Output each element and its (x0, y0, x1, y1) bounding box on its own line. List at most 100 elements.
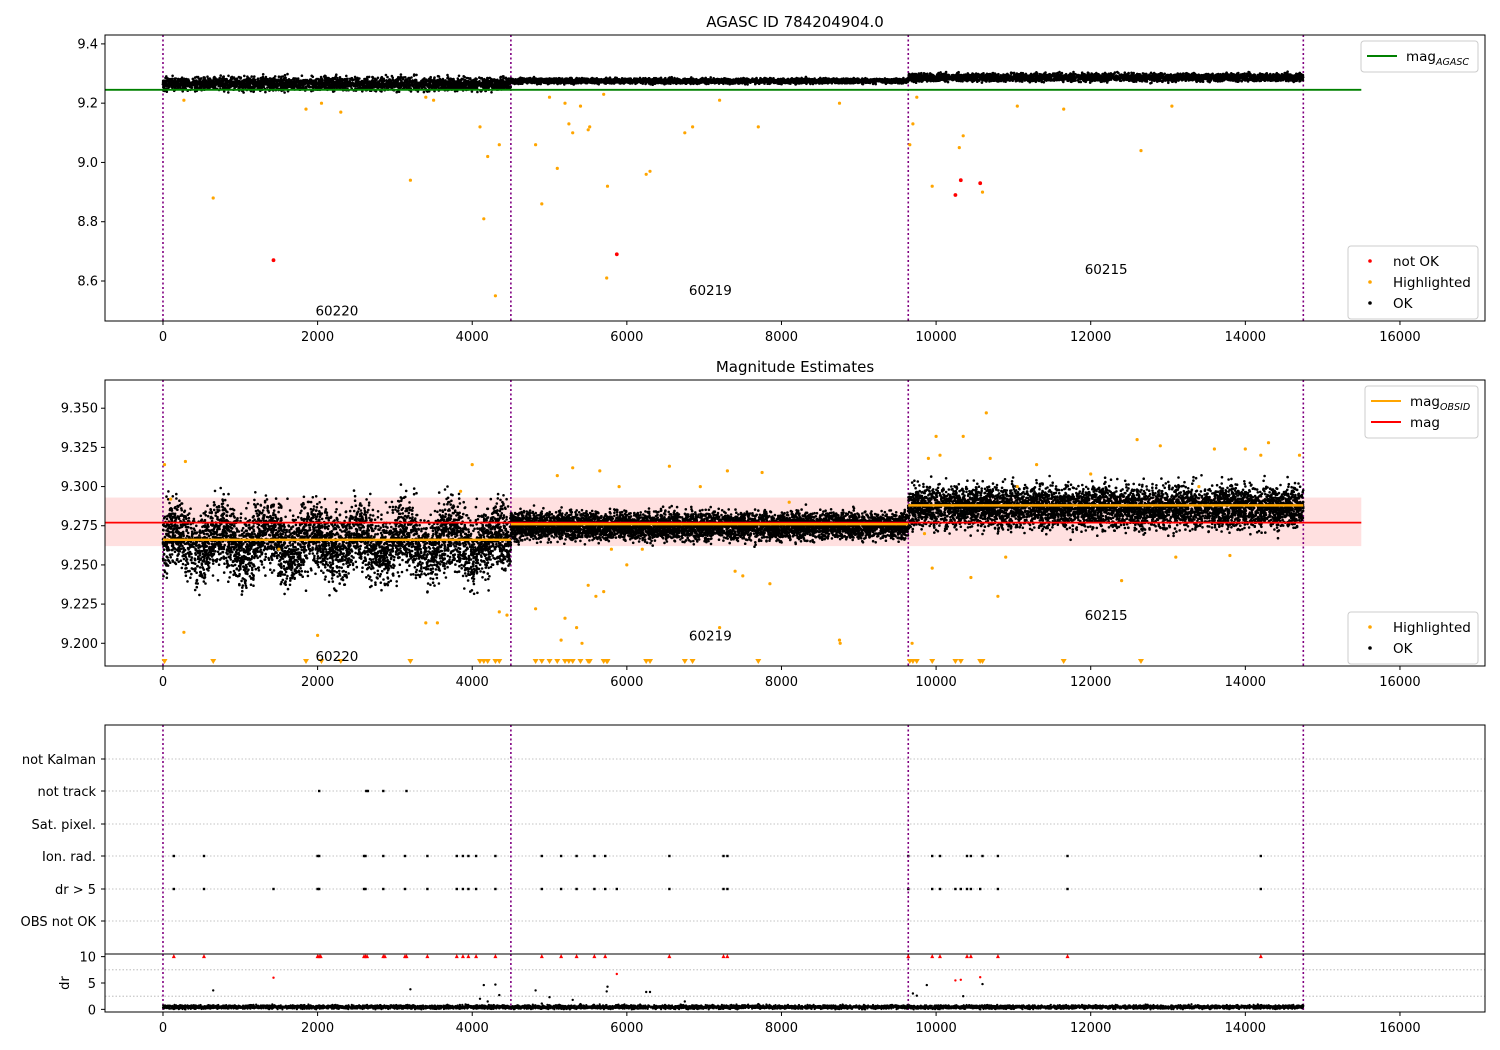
ok-point (243, 82, 246, 86)
ok-point (317, 82, 320, 85)
ok-point (339, 80, 342, 83)
ok-point (227, 74, 230, 78)
ok-point (253, 75, 256, 78)
ok-point (709, 76, 712, 79)
ok-point (488, 80, 491, 83)
ok-point (161, 82, 165, 86)
ok-point (366, 77, 369, 81)
ok-point (366, 75, 369, 79)
ok-point (482, 82, 486, 86)
ok-point (197, 77, 200, 80)
ok-point (400, 84, 403, 88)
ok-point (819, 76, 822, 80)
ok-point (295, 79, 299, 82)
ok-point (430, 80, 434, 83)
ok-point (493, 81, 497, 85)
ok-point (250, 75, 253, 78)
ok-point (251, 82, 255, 86)
ok-point (443, 84, 446, 87)
ok-point (259, 76, 263, 80)
ok-point (381, 83, 385, 87)
ok-point (497, 81, 500, 84)
ok-point (424, 78, 428, 82)
ok-point (231, 82, 234, 86)
ok-point (280, 82, 284, 86)
ok-point (205, 79, 208, 83)
ok-point (414, 82, 418, 86)
ok-point (353, 75, 357, 79)
ok-point (444, 82, 448, 85)
ok-point (345, 77, 348, 81)
ok-point (255, 84, 259, 88)
ok-point (388, 78, 392, 81)
ok-point (182, 84, 185, 88)
ok-point (166, 78, 169, 82)
ok-point (446, 73, 449, 77)
ok-point (408, 76, 411, 80)
ok-point (272, 78, 275, 82)
ok-point (180, 76, 184, 79)
ok-point (341, 84, 344, 88)
ok-point (411, 84, 415, 87)
ok-point (257, 79, 261, 82)
ok-point (407, 83, 411, 86)
ok-point (323, 79, 327, 82)
ok-point (430, 84, 434, 87)
ok-point (422, 86, 426, 89)
ok-point (457, 79, 461, 82)
ok-point (396, 79, 400, 82)
ok-point (304, 85, 308, 88)
ok-point (286, 72, 289, 76)
ok-point (213, 82, 216, 85)
ok-point (363, 80, 367, 83)
ok-point (338, 77, 342, 81)
ok-point (193, 76, 197, 79)
ok-point (347, 82, 351, 85)
ok-point (300, 74, 304, 77)
ok-point (179, 83, 182, 87)
ok-point (273, 85, 276, 89)
ok-point (463, 75, 467, 79)
ok-point (210, 79, 214, 83)
ok-point (243, 74, 246, 78)
ok-point (419, 81, 423, 85)
ok-point (372, 85, 376, 89)
ok-point (397, 90, 401, 93)
ok-point (300, 86, 303, 90)
ok-point (299, 80, 303, 83)
ok-point (288, 79, 291, 82)
ok-point (222, 75, 225, 78)
ok-point (465, 76, 469, 80)
ok-point (434, 84, 438, 88)
ok-point (490, 91, 493, 94)
ok-point (170, 82, 174, 86)
ok-point (457, 74, 461, 78)
ok-point (401, 82, 404, 85)
ok-point (357, 80, 360, 83)
ok-point (196, 86, 199, 90)
ok-point (505, 79, 509, 83)
ok-point (474, 77, 478, 80)
ok-point (196, 84, 199, 88)
ok-point (399, 73, 403, 76)
ok-point (199, 77, 203, 80)
ok-point (215, 81, 218, 84)
ok-point (191, 77, 195, 81)
ok-point (400, 76, 404, 79)
ok-point (268, 80, 271, 83)
ok-point (330, 77, 333, 81)
ok-point (428, 81, 432, 84)
ok-point (404, 76, 407, 79)
ok-point (380, 90, 383, 93)
ok-point (496, 78, 499, 82)
ok-point (410, 76, 413, 79)
ok-point (336, 83, 339, 86)
ok-point (385, 82, 389, 85)
ok-point (202, 76, 205, 79)
ok-point (384, 73, 388, 77)
ok-point (493, 85, 497, 89)
ok-point (283, 91, 286, 94)
ok-point (268, 77, 272, 80)
ok-point (316, 85, 320, 89)
ok-point (333, 86, 337, 90)
